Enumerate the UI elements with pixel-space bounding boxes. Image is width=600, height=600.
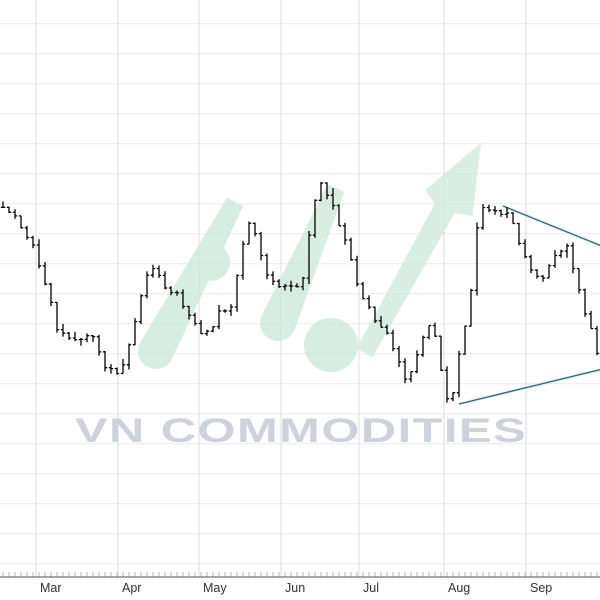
svg-text:Aug: Aug xyxy=(448,581,470,595)
svg-text:May: May xyxy=(203,581,227,595)
svg-text:Jun: Jun xyxy=(285,581,305,595)
svg-text:Apr: Apr xyxy=(122,581,141,595)
svg-text:Jul: Jul xyxy=(363,581,379,595)
svg-text:Mar: Mar xyxy=(40,581,62,595)
svg-text:Sep: Sep xyxy=(530,581,552,595)
svg-text:VN COMMODITIES: VN COMMODITIES xyxy=(75,412,527,450)
